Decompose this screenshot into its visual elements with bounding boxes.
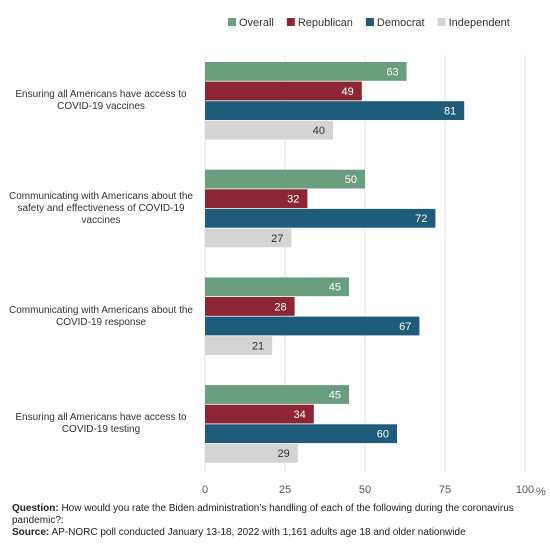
bar xyxy=(205,404,314,424)
legend-swatch xyxy=(437,18,446,26)
category-label: Ensuring all Americans have access to CO… xyxy=(15,412,187,436)
data-label: 21 xyxy=(252,341,264,353)
category-label: Ensuring all Americans have access to CO… xyxy=(15,89,187,113)
bar xyxy=(205,228,292,248)
notes: Question: How would you rate the Biden a… xyxy=(12,503,542,539)
x-tick-label: 100 xyxy=(516,484,534,496)
x-tick-label: 75 xyxy=(439,484,451,496)
data-label: 27 xyxy=(271,233,283,245)
data-label: 49 xyxy=(342,86,354,98)
bar xyxy=(205,120,333,140)
bar xyxy=(205,277,349,297)
bar xyxy=(205,385,349,404)
legend-swatch xyxy=(365,18,374,26)
data-label: 45 xyxy=(329,389,341,401)
legend-label: Independent xyxy=(449,17,510,29)
legend-label: Overall xyxy=(239,17,274,29)
x-tick-label: 25 xyxy=(279,484,291,496)
data-label: 45 xyxy=(329,282,341,294)
bar xyxy=(205,169,365,189)
legend-swatch xyxy=(228,18,236,26)
question: Question: How would you rate the Biden a… xyxy=(12,503,542,527)
data-label: 72 xyxy=(415,213,427,225)
data-label: 63 xyxy=(386,66,398,78)
bar xyxy=(205,424,397,444)
bar xyxy=(205,297,295,316)
x-unit: % xyxy=(536,486,546,498)
data-label: 40 xyxy=(313,125,325,137)
bar xyxy=(205,336,273,355)
legend-label: Republican xyxy=(298,17,353,29)
data-label: 28 xyxy=(274,301,286,313)
x-tick-label: 50 xyxy=(359,484,371,496)
bar xyxy=(205,101,465,120)
question-text: How would you rate the Biden administrat… xyxy=(12,503,514,526)
bar xyxy=(205,62,407,81)
question-label: Question: xyxy=(12,503,59,514)
source-label: Source: xyxy=(12,527,50,538)
category-label: Communicating with Americans about the C… xyxy=(9,304,193,328)
legend-swatch xyxy=(286,18,295,26)
data-label: 60 xyxy=(377,429,389,441)
category-label: Communicating with Americans about the s… xyxy=(9,190,193,226)
bar xyxy=(205,189,308,209)
data-label: 34 xyxy=(294,409,306,421)
source: Source: AP-NORC poll conducted January 1… xyxy=(12,527,542,539)
x-tick-label: 0 xyxy=(202,484,208,496)
data-label: 50 xyxy=(345,174,357,186)
bar xyxy=(205,208,436,228)
bar xyxy=(205,443,298,463)
source-text: AP-NORC poll conducted January 13-18, 20… xyxy=(51,527,466,538)
bar xyxy=(205,316,420,336)
legend-label: Democrat xyxy=(377,17,425,29)
data-label: 81 xyxy=(444,106,456,118)
bar xyxy=(205,81,362,101)
data-label: 32 xyxy=(287,194,299,206)
data-label: 67 xyxy=(399,321,411,333)
data-label: 29 xyxy=(278,448,290,460)
